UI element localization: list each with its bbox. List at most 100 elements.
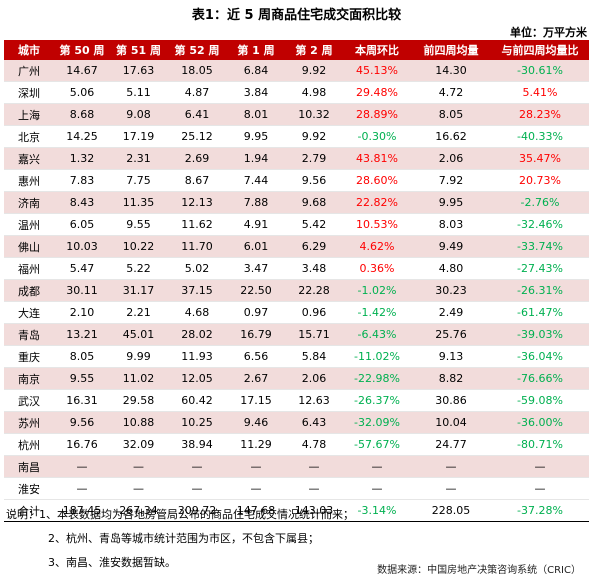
cell-w52: 6.41 <box>167 103 227 126</box>
table-row: 青岛 13.21 45.01 28.02 16.79 15.71 -6.43% 25.76 -3… <box>4 323 589 346</box>
table-row: 重庆 8.05 9.99 11.93 6.56 5.84 -11.02% 9.13 -36.04… <box>4 345 589 368</box>
cell-w2: 12.63 <box>285 389 343 412</box>
cell-city: 淮安 <box>4 477 54 500</box>
table-row: 温州 6.05 9.55 11.62 4.91 5.42 10.53% 8.03 -32.46% <box>4 213 589 236</box>
cell-w50: 8.43 <box>54 191 110 214</box>
cell-w51: 17.19 <box>110 125 167 148</box>
cell-w50: 6.05 <box>54 213 110 236</box>
table-header-row: 城市 第 50 周 第 51 周 第 52 周 第 1 周 第 2 周 本周环比… <box>4 40 589 60</box>
cell-avg4: 9.49 <box>411 235 491 258</box>
cell-w52: 12.13 <box>167 191 227 214</box>
cell-city: 杭州 <box>4 433 54 456</box>
cell-w1: 8.01 <box>227 103 285 126</box>
cell-w2: 5.84 <box>285 345 343 368</box>
cell-city: 重庆 <box>4 345 54 368</box>
cell-w52: 28.02 <box>167 323 227 346</box>
cell-city: 苏州 <box>4 411 54 434</box>
cell-city: 北京 <box>4 125 54 148</box>
col-header-w1: 第 1 周 <box>227 40 285 60</box>
cell-wow: -11.02% <box>343 345 411 368</box>
cell-w1: 17.15 <box>227 389 285 412</box>
cell-vs4: — <box>491 455 589 478</box>
cell-w50: 16.76 <box>54 433 110 456</box>
cell-w52: — <box>167 477 227 500</box>
cell-avg4: 24.77 <box>411 433 491 456</box>
cell-w50: — <box>54 477 110 500</box>
table-title: 表1：近 5 周商品住宅成交面积比较 <box>191 8 402 23</box>
cell-avg4: 4.80 <box>411 257 491 280</box>
notes: 说明：1、本表数据均为各地房管局公布的商品住宅成交情况统计而来； 2、杭州、青岛… <box>6 503 354 575</box>
cell-w50: 5.06 <box>54 81 110 104</box>
cell-avg4: 9.95 <box>411 191 491 214</box>
total-w51: 267.34 <box>110 499 167 522</box>
cell-w52: 2.69 <box>167 147 227 170</box>
cell-city: 南京 <box>4 367 54 390</box>
cell-wow: -26.37% <box>343 389 411 412</box>
cell-vs4: -80.71% <box>491 433 589 456</box>
cell-w51: 10.22 <box>110 235 167 258</box>
col-header-city: 城市 <box>4 40 54 60</box>
cell-vs4: 35.47% <box>491 147 589 170</box>
cell-w51: 45.01 <box>110 323 167 346</box>
table-row: 佛山 10.03 10.22 11.70 6.01 6.29 4.62% 9.49 -33.74… <box>4 235 589 258</box>
note-1: 说明：1、本表数据均为各地房管局公布的商品住宅成交情况统计而来； <box>6 508 354 521</box>
cell-avg4: 9.13 <box>411 345 491 368</box>
col-header-w50: 第 50 周 <box>54 40 110 60</box>
cell-vs4: -32.46% <box>491 213 589 236</box>
col-header-wow: 本周环比 <box>343 40 411 60</box>
cell-w52: 5.02 <box>167 257 227 280</box>
cell-wow: -32.09% <box>343 411 411 434</box>
cell-w1: 1.94 <box>227 147 285 170</box>
cell-avg4: 4.72 <box>411 81 491 104</box>
total-w1: 147.68 <box>227 499 285 522</box>
cell-w52: 37.15 <box>167 279 227 302</box>
cell-w52: 11.70 <box>167 235 227 258</box>
cell-vs4: -33.74% <box>491 235 589 258</box>
cell-w52: 10.25 <box>167 411 227 434</box>
cell-w2: 5.42 <box>285 213 343 236</box>
cell-wow: 22.82% <box>343 191 411 214</box>
cell-avg4: — <box>411 455 491 478</box>
cell-w2: 3.48 <box>285 257 343 280</box>
cell-city: 武汉 <box>4 389 54 412</box>
col-header-w51: 第 51 周 <box>110 40 167 60</box>
cell-vs4: 20.73% <box>491 169 589 192</box>
cell-w51: 17.63 <box>110 60 167 82</box>
cell-city: 温州 <box>4 213 54 236</box>
cell-wow: -1.02% <box>343 279 411 302</box>
cell-w52: 11.62 <box>167 213 227 236</box>
cell-w52: 18.05 <box>167 60 227 82</box>
cell-w52: 4.68 <box>167 301 227 324</box>
cell-vs4: -59.08% <box>491 389 589 412</box>
cell-avg4: 8.82 <box>411 367 491 390</box>
cell-wow: -1.42% <box>343 301 411 324</box>
cell-w51: 10.88 <box>110 411 167 434</box>
cell-w1: 6.56 <box>227 345 285 368</box>
cell-w1: 3.47 <box>227 257 285 280</box>
cell-w50: 14.67 <box>54 60 110 82</box>
cell-w50: 8.05 <box>54 345 110 368</box>
cell-w1: 2.67 <box>227 367 285 390</box>
cell-vs4: -26.31% <box>491 279 589 302</box>
cell-w50: — <box>54 455 110 478</box>
cell-vs4: -40.33% <box>491 125 589 148</box>
cell-w51: 29.58 <box>110 389 167 412</box>
cell-wow: — <box>343 477 411 500</box>
cell-vs4: -27.43% <box>491 257 589 280</box>
cell-city: 上海 <box>4 103 54 126</box>
total-wow: -3.14% <box>343 499 411 522</box>
cell-wow: 4.62% <box>343 235 411 258</box>
cell-avg4: — <box>411 477 491 500</box>
total-avg4: 228.05 <box>411 499 491 522</box>
cell-avg4: 8.03 <box>411 213 491 236</box>
table-row: 成都 30.11 31.17 37.15 22.50 22.28 -1.02% 30.23 -2… <box>4 279 589 302</box>
cell-city: 广州 <box>4 60 54 82</box>
cell-w1: 7.44 <box>227 169 285 192</box>
cell-vs4: 5.41% <box>491 81 589 104</box>
cell-w1: 6.84 <box>227 60 285 82</box>
cell-w2: 9.56 <box>285 169 343 192</box>
unit-label: 单位：万平方米 <box>510 26 587 39</box>
cell-city: 福州 <box>4 257 54 280</box>
cell-w2: — <box>285 455 343 478</box>
cell-wow: 28.89% <box>343 103 411 126</box>
